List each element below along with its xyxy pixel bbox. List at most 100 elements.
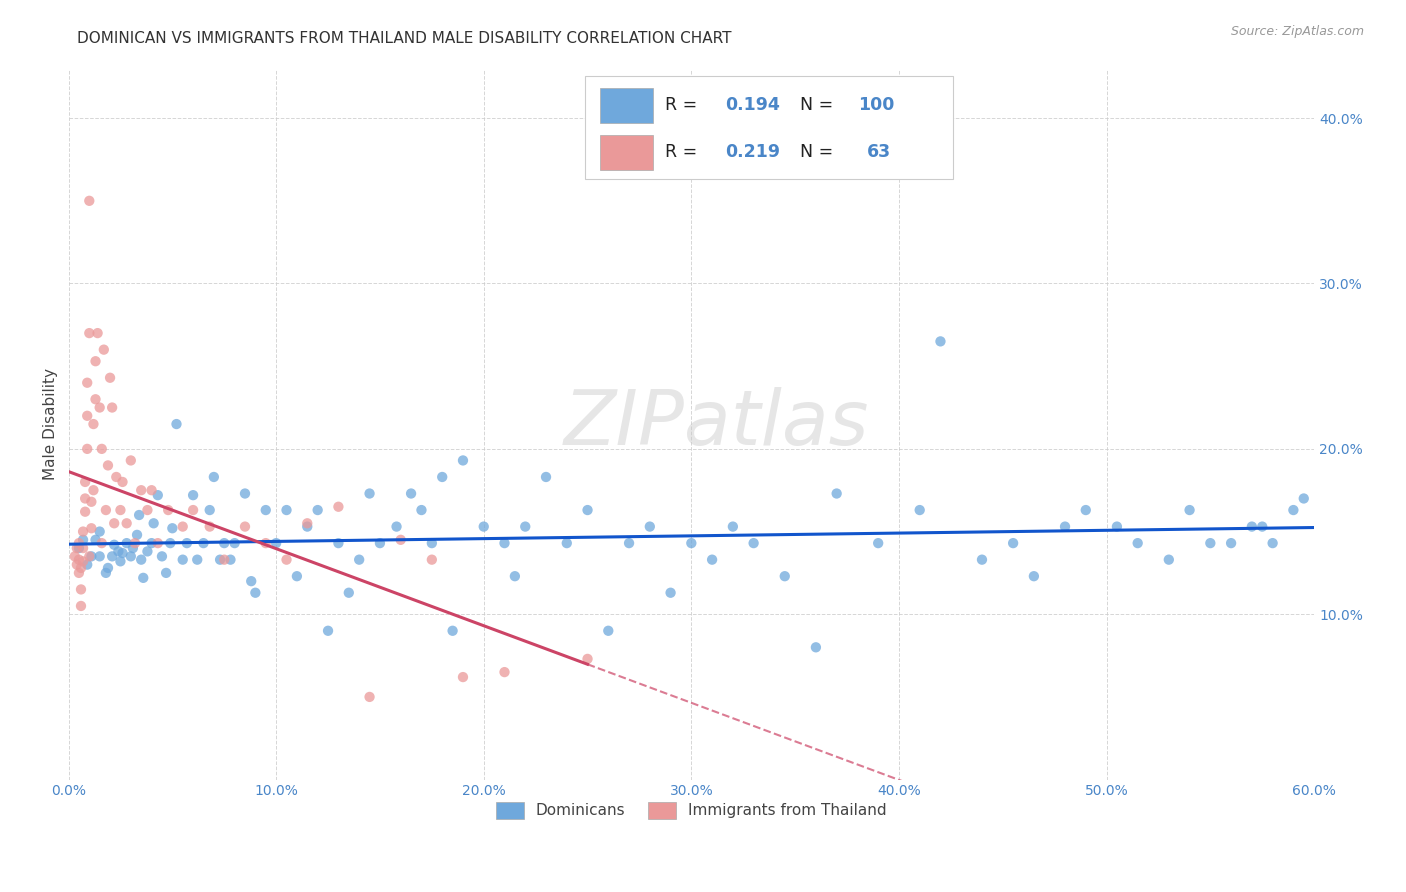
Point [555, 536, 578, 550]
Point [150, 549, 173, 564]
Point [94, 566, 117, 580]
Text: ZIPatlas: ZIPatlas [564, 387, 869, 461]
Point [441, 624, 464, 638]
Point [124, 536, 146, 550]
Point [89, 524, 111, 539]
Point [79, 194, 101, 208]
Point [181, 488, 204, 502]
Point [1157, 552, 1180, 566]
Point [76, 409, 98, 423]
Point [70, 561, 93, 575]
Point [122, 541, 145, 555]
Point [84, 354, 107, 368]
Point [107, 544, 129, 558]
Point [141, 536, 163, 550]
Point [80, 495, 103, 509]
Text: R =: R = [665, 96, 703, 114]
Point [142, 516, 165, 531]
Point [825, 486, 848, 500]
Point [868, 536, 890, 550]
Point [494, 665, 516, 679]
Text: N =: N = [800, 96, 838, 114]
Point [337, 586, 360, 600]
Point [67, 541, 90, 555]
Point [129, 483, 152, 498]
Point [157, 503, 180, 517]
Point [359, 690, 381, 704]
Point [90, 536, 112, 550]
Point [76, 558, 98, 572]
Point [1220, 536, 1243, 550]
Point [115, 516, 138, 531]
Point [1240, 519, 1263, 533]
Point [1022, 569, 1045, 583]
Point [212, 536, 235, 550]
Point [72, 524, 94, 539]
FancyBboxPatch shape [600, 135, 652, 170]
Point [181, 503, 204, 517]
Point [276, 503, 298, 517]
Point [93, 343, 115, 357]
Point [1261, 536, 1284, 550]
Point [67, 536, 90, 550]
Point [209, 552, 232, 566]
Point [70, 599, 93, 613]
Point [84, 533, 107, 547]
Point [534, 470, 557, 484]
Point [76, 376, 98, 390]
Text: 0.219: 0.219 [725, 144, 780, 161]
Point [721, 519, 744, 533]
Point [129, 552, 152, 566]
Text: 63: 63 [868, 144, 891, 161]
Point [1199, 536, 1222, 550]
Point [110, 503, 132, 517]
Point [80, 521, 103, 535]
Point [617, 536, 640, 550]
Point [120, 549, 142, 564]
Point [111, 546, 134, 560]
Point [89, 401, 111, 415]
Point [120, 453, 142, 467]
Point [75, 491, 97, 506]
Point [451, 453, 474, 467]
Point [84, 392, 107, 407]
Point [472, 519, 495, 533]
Point [72, 541, 94, 555]
Point [90, 442, 112, 456]
Point [103, 538, 125, 552]
Point [72, 533, 94, 547]
Point [94, 503, 117, 517]
Point [1282, 503, 1305, 517]
Point [66, 541, 89, 555]
Point [136, 503, 159, 517]
Point [155, 566, 177, 580]
Point [908, 503, 931, 517]
Point [186, 552, 208, 566]
Point [162, 521, 184, 535]
Point [75, 505, 97, 519]
Text: 0.194: 0.194 [725, 96, 780, 114]
Point [82, 483, 104, 498]
Point [79, 549, 101, 564]
Point [359, 486, 381, 500]
Point [328, 536, 350, 550]
Point [503, 569, 526, 583]
Point [146, 536, 169, 550]
Point [368, 536, 391, 550]
Point [420, 536, 443, 550]
Point [166, 417, 188, 431]
Point [307, 503, 329, 517]
FancyBboxPatch shape [585, 76, 953, 178]
Point [67, 552, 90, 566]
Point [110, 554, 132, 568]
Point [451, 670, 474, 684]
Point [681, 536, 703, 550]
Point [63, 549, 86, 564]
Point [328, 500, 350, 514]
Point [101, 549, 124, 564]
Point [1178, 503, 1201, 517]
Legend: Dominicans, Immigrants from Thailand: Dominicans, Immigrants from Thailand [489, 796, 893, 825]
Point [1292, 491, 1315, 506]
Point [115, 536, 138, 550]
Point [67, 566, 90, 580]
